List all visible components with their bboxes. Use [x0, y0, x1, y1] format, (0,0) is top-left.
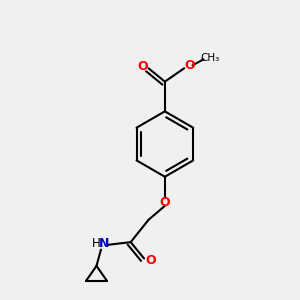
Text: O: O	[160, 196, 170, 209]
Text: O: O	[184, 59, 195, 72]
Text: CH₃: CH₃	[200, 53, 220, 63]
Text: H: H	[92, 237, 100, 250]
Text: O: O	[138, 60, 148, 73]
Text: N: N	[99, 237, 109, 250]
Text: O: O	[145, 254, 156, 267]
